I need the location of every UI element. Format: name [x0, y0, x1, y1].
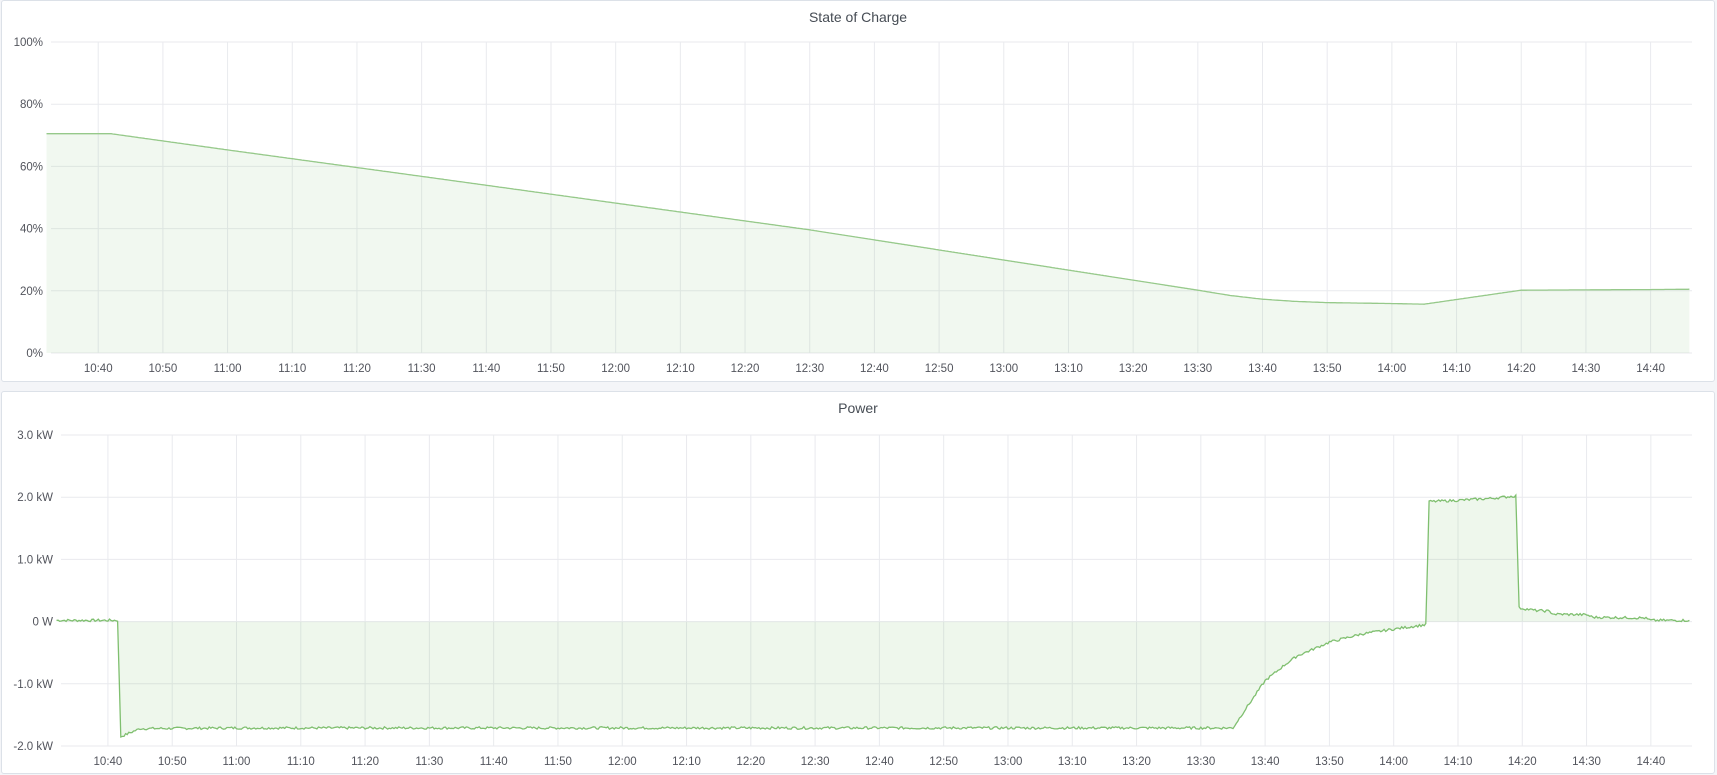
series-area — [46, 133, 1690, 353]
x-tick-label: 13:00 — [994, 756, 1023, 768]
y-tick-label: 40% — [20, 224, 43, 236]
x-tick-label: 14:20 — [1508, 756, 1537, 768]
x-tick-label: 13:40 — [1251, 756, 1280, 768]
power-chart: -2.0 kW -1.0 kW 0 W 1.0 kW 2.0 kW 3.0 kW 10:40… — [13, 430, 1692, 768]
x-tick-label: 11:50 — [537, 363, 565, 375]
x-tick-label: 12:20 — [731, 363, 760, 375]
x-tick-label: 12:10 — [666, 363, 695, 375]
y-tick-label: 0% — [26, 348, 43, 360]
series-line — [46, 133, 1690, 305]
series-area — [56, 495, 1690, 737]
y-tick-label: -1.0 kW — [13, 679, 53, 691]
y-tick-label: 1.0 kW — [17, 554, 53, 566]
x-tick-label: 12:40 — [865, 756, 894, 768]
x-tick-label: 10:50 — [149, 363, 178, 375]
x-tick-label: 13:20 — [1119, 363, 1148, 375]
y-tick-label: -2.0 kW — [13, 741, 53, 753]
panel-title[interactable]: State of Charge — [808, 9, 908, 25]
x-tick-label: 12:20 — [736, 756, 765, 768]
y-tick-label: 20% — [20, 286, 43, 298]
x-tick-label: 12:00 — [608, 756, 637, 768]
x-tick-label: 11:30 — [415, 756, 443, 768]
x-tick-label: 14:20 — [1507, 363, 1536, 375]
state-of-charge-chart: 0% 20% 40% 60% 80% 100% 10:40 10:50 11:00 11:10 11… — [14, 37, 1692, 375]
x-tick-label: 12:50 — [925, 363, 954, 375]
x-tick-label: 13:30 — [1186, 756, 1215, 768]
x-tick-label: 11:10 — [278, 363, 306, 375]
x-tick-label: 13:40 — [1248, 363, 1277, 375]
x-tick-label: 13:50 — [1315, 756, 1344, 768]
y-tick-label: 100% — [14, 37, 43, 49]
x-tick-label: 14:40 — [1636, 756, 1665, 768]
x-tick-label: 11:20 — [351, 756, 379, 768]
x-tick-label: 11:00 — [214, 363, 242, 375]
x-tick-label: 12:50 — [929, 756, 958, 768]
series-line — [56, 493, 1690, 738]
y-tick-label: 0 W — [33, 617, 54, 629]
x-tick-label: 13:10 — [1058, 756, 1087, 768]
x-tick-label: 10:40 — [84, 363, 113, 375]
x-tick-label: 11:40 — [472, 363, 500, 375]
x-tick-label: 13:50 — [1313, 363, 1342, 375]
x-tick-label: 10:40 — [94, 756, 123, 768]
x-tick-label: 14:10 — [1444, 756, 1473, 768]
x-tick-label: 13:20 — [1122, 756, 1151, 768]
x-tick-label: 11:40 — [480, 756, 508, 768]
x-tick-label: 14:40 — [1636, 363, 1665, 375]
x-tick-label: 13:00 — [989, 363, 1018, 375]
x-tick-label: 11:50 — [544, 756, 572, 768]
x-tick-label: 12:30 — [801, 756, 830, 768]
x-tick-label: 12:00 — [601, 363, 630, 375]
y-tick-label: 2.0 kW — [17, 492, 53, 504]
x-tick-label: 11:30 — [408, 363, 436, 375]
x-tick-label: 14:30 — [1572, 363, 1601, 375]
x-tick-label: 11:10 — [287, 756, 315, 768]
x-tick-label: 11:20 — [343, 363, 371, 375]
x-tick-label: 14:30 — [1572, 756, 1601, 768]
y-tick-label: 80% — [20, 99, 43, 111]
power-panel: Power -2.0 kW -1.0 kW 0 W 1.0 kW 2.0 kW 3.0 k… — [1, 391, 1715, 774]
x-tick-label: 10:50 — [158, 756, 187, 768]
x-tick-label: 13:10 — [1054, 363, 1083, 375]
y-tick-label: 3.0 kW — [17, 430, 53, 442]
x-tick-label: 12:10 — [672, 756, 701, 768]
x-tick-label: 11:00 — [223, 756, 251, 768]
x-tick-label: 14:00 — [1379, 756, 1408, 768]
state-of-charge-panel: State of Charge 0% 20% 40% 60% 80% 100% 10:40 1… — [1, 0, 1715, 382]
x-tick-label: 14:00 — [1377, 363, 1406, 375]
y-tick-label: 60% — [20, 161, 43, 173]
x-tick-label: 14:10 — [1442, 363, 1471, 375]
x-tick-label: 13:30 — [1183, 363, 1212, 375]
panel-title[interactable]: Power — [838, 400, 878, 416]
x-tick-label: 12:40 — [860, 363, 889, 375]
x-tick-label: 12:30 — [795, 363, 824, 375]
